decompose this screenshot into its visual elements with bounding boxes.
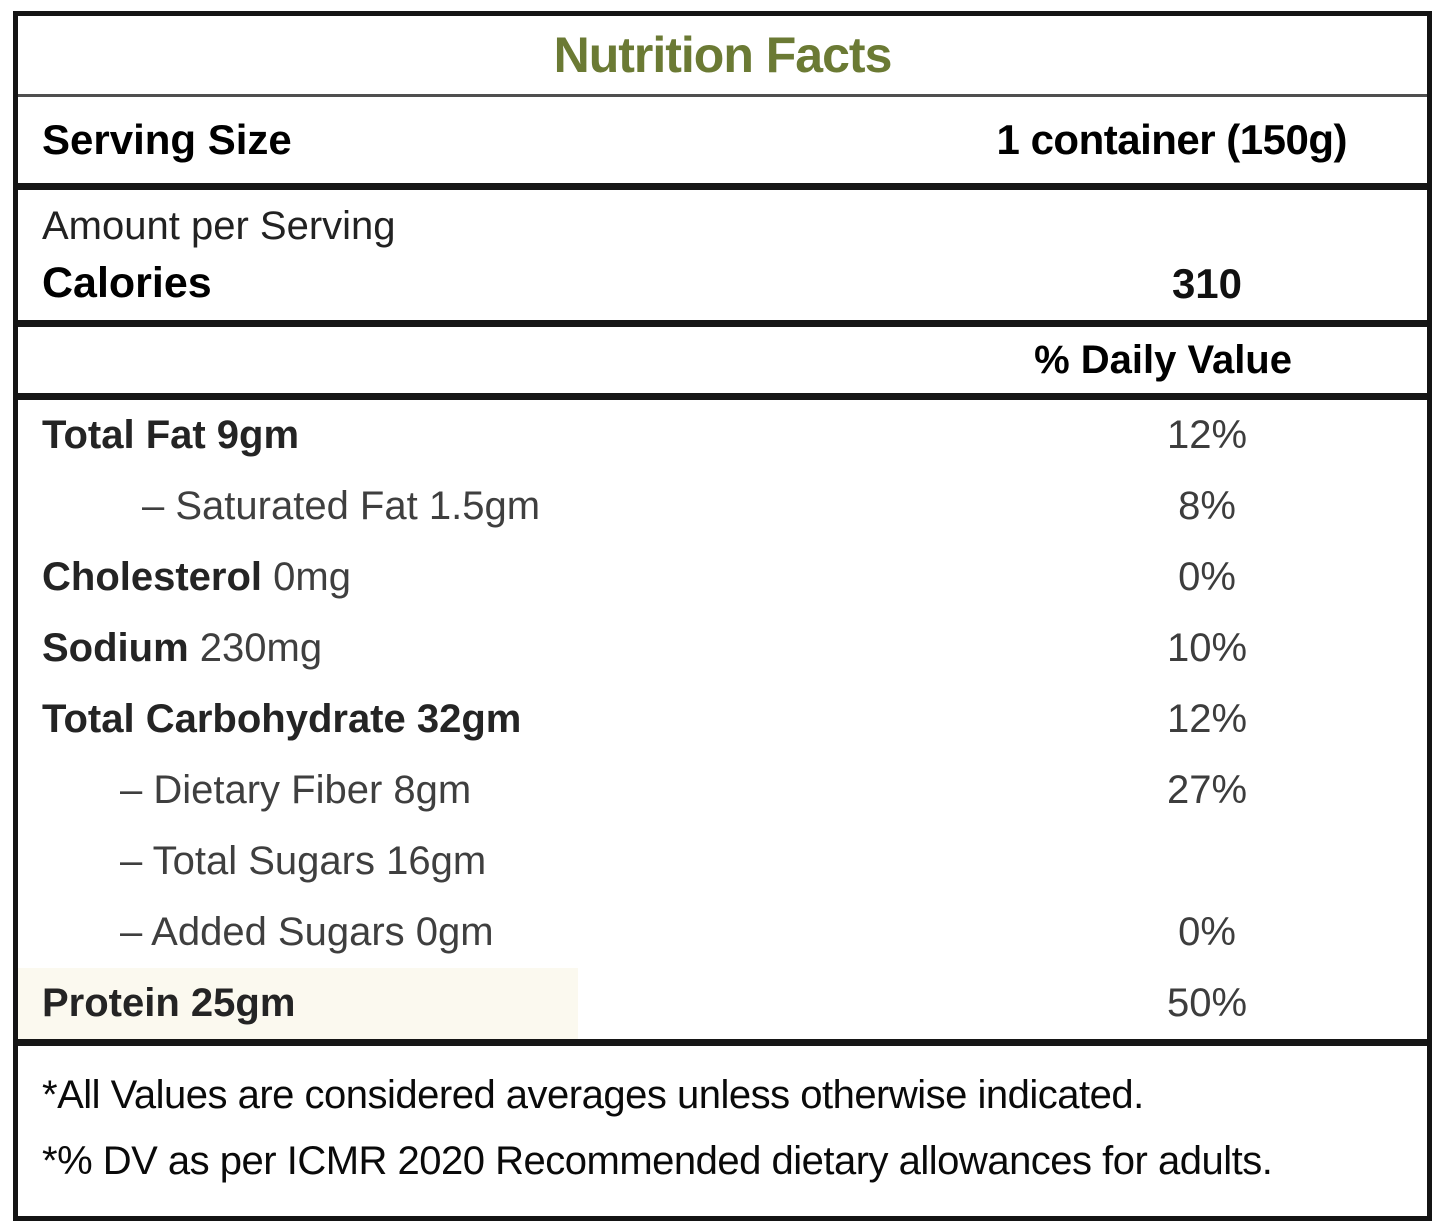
amount-per-serving-heading: Amount per Serving — [42, 204, 396, 248]
calories-row: Calories 310 — [42, 259, 1427, 308]
daily-value-cell: 27% — [1166, 768, 1248, 812]
daily-value-header-text: % Daily Value — [1034, 337, 1292, 382]
row-protein: Protein 25gm 50% — [18, 968, 1427, 1039]
daily-value-header: % Daily Value — [18, 327, 1427, 400]
daily-value-cell: 12% — [1166, 697, 1248, 741]
row-total-fat: Total Fat 9gm 12% — [18, 400, 1427, 471]
nutrient-name: – Saturated Fat 1.5gm — [142, 484, 541, 528]
label-title: Nutrition Facts — [553, 27, 893, 83]
footnote-2: *% DV as per ICMR 2020 Recommended dieta… — [42, 1139, 1273, 1183]
serving-size-label: Serving Size — [42, 116, 292, 163]
row-dietary-fiber: – Dietary Fiber 8gm 27% — [18, 755, 1427, 826]
row-total-carbohydrate: Total Carbohydrate 32gm 12% — [18, 684, 1427, 755]
row-total-sugars: – Total Sugars 16gm — [18, 826, 1427, 897]
calories-value: 310 — [1171, 259, 1243, 307]
nutrition-facts-label: Nutrition Facts Serving Size 1 container… — [13, 11, 1432, 1221]
daily-value-cell: 8% — [1178, 484, 1236, 528]
nutrient-name: Sodium 230mg — [42, 626, 323, 670]
nutrient-name: – Dietary Fiber 8gm — [120, 768, 472, 812]
nutrient-rows: Total Fat 9gm 12% – Saturated Fat 1.5gm … — [18, 400, 1427, 1039]
row-added-sugars: – Added Sugars 0gm 0% — [18, 897, 1427, 968]
daily-value-cell: 10% — [1166, 626, 1248, 670]
footnotes-section: *All Values are considered averages unle… — [18, 1039, 1427, 1216]
serving-size-value: 1 container (150g) — [996, 116, 1348, 163]
row-cholesterol: Cholesterol 0mg 0% — [18, 542, 1427, 613]
nutrient-name: – Total Sugars 16gm — [120, 839, 487, 883]
row-saturated-fat: – Saturated Fat 1.5gm 8% — [18, 471, 1427, 542]
nutrient-name: Cholesterol 0mg — [42, 555, 351, 599]
row-sodium: Sodium 230mg 10% — [18, 613, 1427, 684]
label-title-bar: Nutrition Facts — [18, 16, 1427, 97]
nutrient-name: Total Fat 9gm — [42, 413, 300, 457]
nutrient-name: – Added Sugars 0gm — [120, 910, 494, 954]
calories-label: Calories — [42, 259, 212, 307]
footnote-1: *All Values are considered averages unle… — [42, 1073, 1144, 1117]
nutrient-name: Protein 25gm — [42, 981, 296, 1025]
daily-value-cell: 50% — [1166, 981, 1248, 1025]
daily-value-cell: 12% — [1166, 413, 1248, 457]
serving-size-row: Serving Size 1 container (150g) — [18, 97, 1427, 190]
amount-per-serving-section: Amount per Serving Calories 310 — [18, 190, 1427, 327]
daily-value-cell: 0% — [1178, 555, 1236, 599]
daily-value-cell: 0% — [1178, 910, 1236, 954]
nutrient-name: Total Carbohydrate 32gm — [42, 697, 522, 741]
